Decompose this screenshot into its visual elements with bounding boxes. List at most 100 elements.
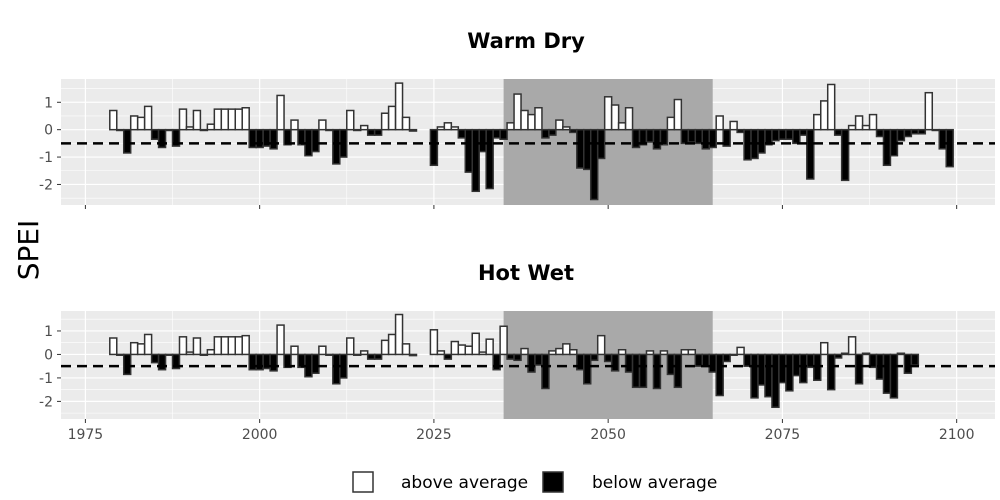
bar-above-average: [380, 112, 390, 131]
bar-above-average: [673, 98, 683, 131]
bar-above-average: [241, 334, 250, 356]
bar-below-average: [478, 128, 487, 153]
bar-below-average: [833, 128, 843, 136]
bar-below-average: [792, 128, 801, 145]
bar-above-average: [109, 337, 118, 356]
bar-above-average: [227, 336, 237, 356]
bar-above-average: [164, 353, 174, 356]
x-tick-label: 2050: [590, 427, 626, 443]
bar-below-average: [122, 353, 132, 376]
bar-below-average: [408, 128, 418, 132]
bar-above-average: [617, 122, 627, 131]
bar-above-average: [520, 109, 529, 131]
panel-hot-wet: Hot Wet -2 -1 0 1 1975 2000 2025 2050 2075 2100: [39, 261, 995, 443]
bar-below-average: [366, 353, 376, 360]
bar-below-average: [917, 128, 927, 135]
bar-above-average: [192, 337, 202, 356]
bar-above-average: [185, 126, 195, 131]
bar-below-average: [269, 128, 278, 150]
bar-above-average: [290, 119, 299, 131]
bar-below-average: [910, 353, 920, 366]
bar-below-average: [631, 128, 641, 149]
bar-above-average: [687, 348, 697, 356]
bar-below-average: [171, 128, 181, 147]
bar-above-average: [136, 116, 146, 131]
bar-above-average: [624, 107, 634, 131]
bar-above-average: [520, 347, 529, 356]
bar-below-average: [150, 353, 160, 364]
bar-above-average: [562, 343, 571, 356]
legend-label-below: below average: [592, 473, 717, 493]
bar-above-average: [813, 113, 822, 131]
bar-above-average: [436, 126, 446, 131]
bar-above-average: [596, 334, 606, 356]
bar-below-average: [778, 353, 787, 384]
bar-above-average: [206, 123, 216, 131]
y-tick-label: -2: [39, 394, 53, 410]
bar-above-average: [129, 341, 139, 356]
bar-below-average: [757, 353, 766, 386]
bar-below-average: [882, 128, 892, 167]
bar-above-average: [506, 122, 515, 131]
bar-above-average: [116, 353, 125, 356]
bar-above-average: [715, 115, 724, 131]
bar-above-average: [129, 115, 139, 131]
bar-above-average: [819, 341, 829, 356]
bar-below-average: [889, 353, 899, 399]
bar-below-average: [638, 353, 648, 389]
y-axis-label: SPEI: [12, 220, 45, 281]
bar-above-average: [276, 94, 285, 131]
bar-below-average: [708, 128, 717, 149]
bar-above-average: [213, 108, 223, 131]
bar-below-average: [583, 128, 592, 171]
bar-above-average: [143, 333, 153, 356]
bar-below-average: [875, 128, 885, 138]
bar-above-average: [241, 107, 250, 131]
bar-below-average: [527, 353, 536, 373]
bar-above-average: [680, 348, 690, 356]
bar-below-average: [687, 128, 697, 143]
bar-below-average: [666, 353, 676, 376]
bar-below-average: [513, 353, 522, 362]
bar-below-average: [269, 353, 278, 372]
bar-below-average: [157, 128, 167, 149]
bar-below-average: [408, 353, 418, 357]
bar-below-average: [443, 353, 453, 360]
bar-below-average: [631, 353, 641, 389]
bar-below-average: [332, 128, 341, 165]
bar-above-average: [457, 344, 467, 356]
bar-below-average: [506, 353, 515, 360]
bar-above-average: [896, 352, 906, 356]
x-tick-label: 2075: [765, 427, 801, 443]
bar-below-average: [778, 128, 787, 141]
bar-above-average: [109, 109, 118, 131]
bar-above-average: [227, 108, 237, 131]
bar-below-average: [464, 128, 473, 173]
bar-above-average: [931, 128, 940, 132]
bar-below-average: [624, 353, 634, 373]
bar-below-average: [492, 128, 501, 139]
bar-below-average: [583, 353, 592, 385]
bar-below-average: [743, 353, 752, 367]
bar-above-average: [352, 128, 362, 132]
bar-below-average: [492, 353, 501, 371]
bar-above-average: [555, 347, 564, 356]
bar-above-average: [178, 108, 188, 131]
bar-below-average: [673, 353, 683, 389]
bar-above-average: [213, 336, 223, 356]
bar-below-average: [569, 128, 578, 134]
bar-below-average: [743, 128, 752, 161]
bar-above-average: [276, 324, 285, 356]
bar-above-average: [854, 115, 864, 131]
bar-above-average: [736, 346, 745, 356]
bar-above-average: [534, 107, 543, 131]
bar-above-average: [562, 126, 571, 131]
bar-above-average: [352, 353, 362, 356]
bar-above-average: [729, 353, 738, 356]
bar-above-average: [478, 351, 487, 356]
y-tick-label: -1: [39, 150, 53, 166]
bar-below-average: [806, 128, 815, 180]
bar-above-average: [861, 352, 871, 356]
bar-above-average: [924, 91, 934, 131]
bar-below-average: [750, 353, 759, 399]
